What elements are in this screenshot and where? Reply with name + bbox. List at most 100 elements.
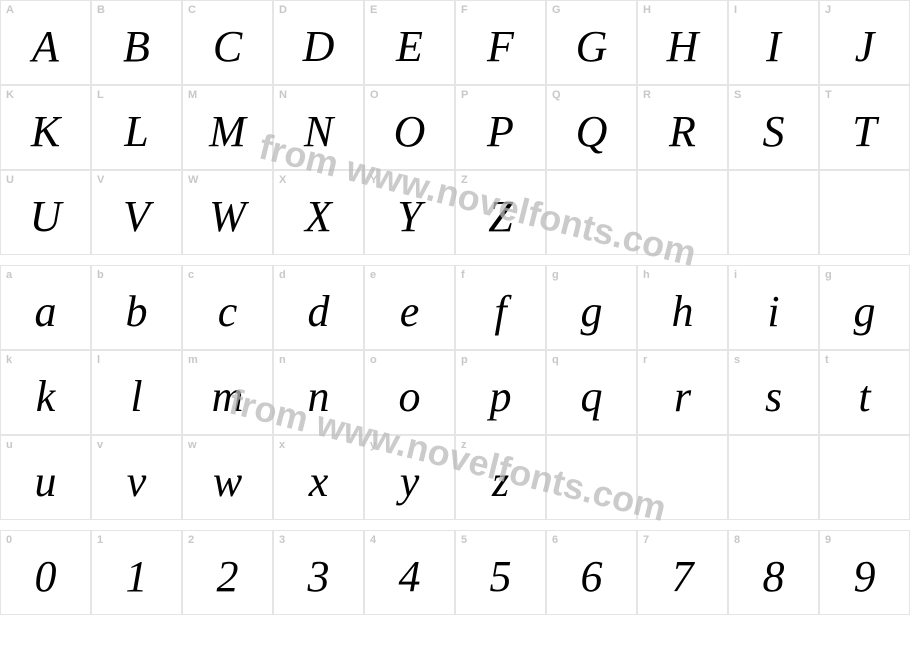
glyph-cell: ZZ <box>455 170 546 255</box>
glyph-preview: g <box>820 266 909 349</box>
glyph-label: p <box>461 354 468 366</box>
glyph-cell: UU <box>0 170 91 255</box>
glyph-grid-section: 00112233445566778899 <box>0 530 910 615</box>
font-specimen-container: AABBCCDDEEFFGGHHIIJJKKLLMMNNOOPPQQRRSSTT… <box>0 0 911 615</box>
glyph-cell: XX <box>273 170 364 255</box>
glyph-cell: YY <box>364 170 455 255</box>
glyph-label: 6 <box>552 534 558 546</box>
glyph-cell: 66 <box>546 530 637 615</box>
glyph-preview: K <box>1 86 90 169</box>
glyph-preview: N <box>274 86 363 169</box>
glyph-label: 5 <box>461 534 467 546</box>
glyph-label: r <box>643 354 647 366</box>
glyph-preview: t <box>820 351 909 434</box>
glyph-cell: mm <box>182 350 273 435</box>
glyph-label: v <box>97 439 103 451</box>
glyph-label: J <box>825 4 831 16</box>
glyph-label: t <box>825 354 829 366</box>
glyph-cell: cc <box>182 265 273 350</box>
glyph-preview: s <box>729 351 818 434</box>
glyph-cell: oo <box>364 350 455 435</box>
glyph-preview: X <box>274 171 363 254</box>
glyph-label: Y <box>370 174 377 186</box>
glyph-cell: KK <box>0 85 91 170</box>
glyph-preview: p <box>456 351 545 434</box>
glyph-label: Q <box>552 89 561 101</box>
glyph-preview: 0 <box>1 531 90 614</box>
glyph-label: I <box>734 4 737 16</box>
glyph-label: R <box>643 89 651 101</box>
glyph-preview: L <box>92 86 181 169</box>
glyph-label: N <box>279 89 287 101</box>
glyph-preview: R <box>638 86 727 169</box>
glyph-cell: FF <box>455 0 546 85</box>
glyph-cell: ee <box>364 265 455 350</box>
glyph-label: 8 <box>734 534 740 546</box>
glyph-label: C <box>188 4 196 16</box>
glyph-cell: ff <box>455 265 546 350</box>
glyph-preview: q <box>547 351 636 434</box>
glyph-preview: T <box>820 86 909 169</box>
glyph-cell: AA <box>0 0 91 85</box>
glyph-preview: g <box>547 266 636 349</box>
glyph-preview <box>547 436 636 519</box>
glyph-preview: a <box>1 266 90 349</box>
glyph-cell <box>728 170 819 255</box>
glyph-cell: PP <box>455 85 546 170</box>
glyph-label: w <box>188 439 197 451</box>
glyph-cell: CC <box>182 0 273 85</box>
glyph-preview: 6 <box>547 531 636 614</box>
glyph-preview: 7 <box>638 531 727 614</box>
glyph-label: U <box>6 174 14 186</box>
glyph-cell: BB <box>91 0 182 85</box>
glyph-preview: f <box>456 266 545 349</box>
glyph-label: z <box>461 439 467 451</box>
glyph-preview: V <box>92 171 181 254</box>
glyph-label: 7 <box>643 534 649 546</box>
glyph-preview: i <box>729 266 818 349</box>
glyph-label: n <box>279 354 286 366</box>
glyph-label: L <box>97 89 104 101</box>
glyph-cell: SS <box>728 85 819 170</box>
glyph-preview: J <box>820 1 909 84</box>
glyph-preview: y <box>365 436 454 519</box>
glyph-label: 9 <box>825 534 831 546</box>
glyph-label: G <box>552 4 561 16</box>
glyph-preview: l <box>92 351 181 434</box>
glyph-cell: HH <box>637 0 728 85</box>
glyph-label: c <box>188 269 194 281</box>
glyph-label: P <box>461 89 468 101</box>
glyph-label: F <box>461 4 468 16</box>
glyph-label: a <box>6 269 12 281</box>
glyph-label: D <box>279 4 287 16</box>
glyph-label: H <box>643 4 651 16</box>
glyph-cell <box>546 435 637 520</box>
glyph-cell: 55 <box>455 530 546 615</box>
glyph-preview: E <box>365 1 454 84</box>
glyph-cell: 11 <box>91 530 182 615</box>
glyph-preview: u <box>1 436 90 519</box>
glyph-label: l <box>97 354 100 366</box>
glyph-label: q <box>552 354 559 366</box>
glyph-label: 1 <box>97 534 103 546</box>
glyph-preview <box>729 436 818 519</box>
glyph-label: g <box>825 269 832 281</box>
glyph-preview: o <box>365 351 454 434</box>
glyph-cell: OO <box>364 85 455 170</box>
glyph-cell: GG <box>546 0 637 85</box>
glyph-cell: ii <box>728 265 819 350</box>
glyph-label: 2 <box>188 534 194 546</box>
glyph-cell <box>819 435 910 520</box>
glyph-cell: kk <box>0 350 91 435</box>
glyph-preview: h <box>638 266 727 349</box>
glyph-preview: b <box>92 266 181 349</box>
glyph-grid-section: aabbccddeeffgghhiiggkkllmmnnooppqqrrsstt… <box>0 265 910 520</box>
glyph-preview: x <box>274 436 363 519</box>
glyph-preview: H <box>638 1 727 84</box>
glyph-cell: 44 <box>364 530 455 615</box>
glyph-cell: QQ <box>546 85 637 170</box>
glyph-label: u <box>6 439 13 451</box>
glyph-cell: bb <box>91 265 182 350</box>
glyph-label: x <box>279 439 285 451</box>
glyph-cell: TT <box>819 85 910 170</box>
